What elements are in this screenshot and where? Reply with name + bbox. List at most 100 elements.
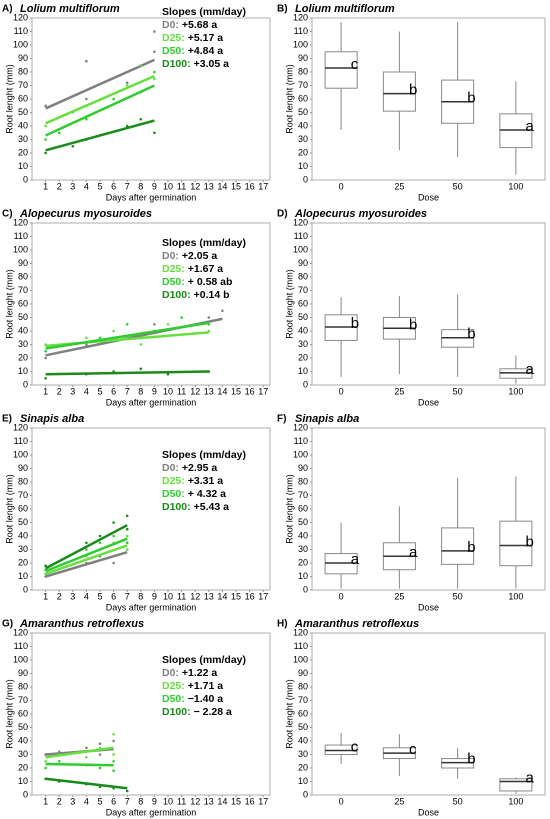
y-tick-label: 10 xyxy=(298,366,308,376)
legend-name: D0: xyxy=(162,667,179,679)
legend-slope: +5.43 a xyxy=(194,501,229,513)
y-tick-label: 0 xyxy=(303,789,308,799)
data-point xyxy=(98,742,102,745)
data-point xyxy=(85,336,88,340)
y-tick-label: 120 xyxy=(293,12,308,22)
y-tick-label: 30 xyxy=(298,339,308,349)
y-tick-label: 30 xyxy=(18,339,28,349)
x-tick-label: 14 xyxy=(217,591,227,601)
y-tick-label: 50 xyxy=(298,722,308,732)
y-tick-label: 0 xyxy=(303,584,308,594)
x-axis-label: Days after germination xyxy=(106,602,197,612)
data-point xyxy=(85,548,88,551)
legend-name: D50: xyxy=(162,693,185,705)
y-tick-label: 40 xyxy=(18,530,28,540)
x-tick-label: 9 xyxy=(152,386,157,396)
data-point xyxy=(139,117,143,121)
plot-frame xyxy=(311,427,546,591)
y-tick-label: 20 xyxy=(18,762,28,772)
x-tick-label: 5 xyxy=(97,591,102,601)
panel-label: C) xyxy=(2,209,13,220)
y-tick-label: 0 xyxy=(23,379,28,389)
data-point xyxy=(112,769,115,772)
box xyxy=(382,71,416,112)
x-tick-label: 5 xyxy=(97,181,102,191)
data-point xyxy=(153,30,156,33)
x-tick-label: 15 xyxy=(231,796,241,806)
legend-name: D25: xyxy=(162,475,185,487)
x-tick-label: 11 xyxy=(177,591,186,601)
x-tick-label: 2 xyxy=(57,181,62,191)
y-tick-label: 20 xyxy=(298,147,308,157)
significance-letter: a xyxy=(525,361,534,378)
y-tick-label: 110 xyxy=(294,26,308,36)
x-tick-label: 3 xyxy=(70,796,75,806)
data-point xyxy=(125,84,129,87)
x-tick-label: 50 xyxy=(453,386,463,396)
data-point xyxy=(125,789,129,793)
x-tick-label: 6 xyxy=(111,796,116,806)
plot-frame xyxy=(311,222,546,386)
x-tick-label: 4 xyxy=(84,181,89,191)
plot-frame xyxy=(31,222,271,386)
legend-entry: D25: +3.31 a xyxy=(162,475,223,487)
x-tick-label: 100 xyxy=(508,796,523,806)
legend-name: D0: xyxy=(162,19,179,31)
y-tick-label: 0 xyxy=(23,789,28,799)
y-tick-label: 50 xyxy=(298,312,308,322)
x-tick-label: 8 xyxy=(138,181,143,191)
y-tick-label: 120 xyxy=(293,422,308,432)
x-tick-label: 10 xyxy=(163,796,173,806)
data-point xyxy=(44,151,47,155)
x-tick-label: 3 xyxy=(70,591,75,601)
y-tick-label: 110 xyxy=(294,436,308,446)
x-tick-label: 11 xyxy=(177,386,186,396)
legend-name: D0: xyxy=(162,462,179,474)
data-point xyxy=(125,541,129,545)
panel-label: A) xyxy=(2,4,13,15)
panel-label: E) xyxy=(2,414,12,425)
significance-letter: b xyxy=(409,316,417,333)
legend-entry: D0: +5.68 a xyxy=(162,19,217,31)
x-tick-label: 16 xyxy=(245,181,255,191)
legend-title: Slopes (mm/day) xyxy=(162,6,246,18)
y-axis-label: Root lenght (mm) xyxy=(284,64,294,134)
fit-line xyxy=(45,58,155,110)
legend-name: D25: xyxy=(162,680,185,692)
y-tick-label: 100 xyxy=(13,39,28,49)
legend-slope: +2.95 a xyxy=(182,462,217,474)
y-tick-label: 120 xyxy=(13,217,28,227)
data-point xyxy=(98,534,102,538)
x-tick-label: 12 xyxy=(190,591,200,601)
y-tick-label: 80 xyxy=(298,66,308,76)
data-point xyxy=(139,343,143,346)
y-tick-label: 70 xyxy=(298,490,308,500)
x-axis-label: Dose xyxy=(418,397,439,407)
x-tick-label: 16 xyxy=(245,796,255,806)
y-tick-label: 110 xyxy=(14,26,28,36)
x-tick-label: 1 xyxy=(43,181,48,191)
data-point xyxy=(125,548,129,551)
y-tick-label: 80 xyxy=(298,476,308,486)
data-point xyxy=(85,755,88,759)
x-tick-label: 8 xyxy=(138,591,143,601)
x-tick-label: 17 xyxy=(258,591,268,601)
y-tick-label: 40 xyxy=(298,120,308,130)
data-point xyxy=(112,97,115,101)
y-tick-label: 40 xyxy=(18,735,28,745)
x-tick-label: 12 xyxy=(190,386,200,396)
y-tick-label: 10 xyxy=(298,571,308,581)
data-point xyxy=(44,766,47,770)
y-tick-label: 90 xyxy=(18,668,28,678)
data-point xyxy=(44,104,47,108)
y-tick-label: 50 xyxy=(18,107,28,117)
legend-entry: D100: +3.05 a xyxy=(162,58,229,70)
data-point xyxy=(44,759,47,763)
legend-name: D100: xyxy=(162,501,191,513)
x-tick-label: 0 xyxy=(339,591,344,601)
plot-frame xyxy=(31,427,271,591)
x-tick-label: 6 xyxy=(111,386,116,396)
y-tick-label: 90 xyxy=(298,668,308,678)
x-tick-label: 17 xyxy=(258,796,268,806)
x-tick-label: 50 xyxy=(453,591,463,601)
